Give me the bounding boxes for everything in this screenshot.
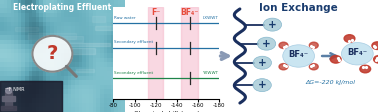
Bar <box>148 7 163 99</box>
Circle shape <box>257 37 276 50</box>
Text: Raw water: Raw water <box>115 16 136 20</box>
Text: ΔG=-220 kJ/mol: ΔG=-220 kJ/mol <box>305 80 355 85</box>
Bar <box>5 92 12 108</box>
Circle shape <box>6 88 12 94</box>
Circle shape <box>360 65 371 73</box>
Circle shape <box>373 56 378 63</box>
Circle shape <box>263 18 282 31</box>
Text: +: + <box>262 39 271 49</box>
Text: +: + <box>258 80 266 90</box>
Text: Electroplating Effluent: Electroplating Effluent <box>13 3 112 12</box>
Bar <box>181 7 198 99</box>
Text: BF₄⁻: BF₄⁻ <box>180 8 199 17</box>
Text: LXWWT: LXWWT <box>202 16 218 20</box>
Circle shape <box>253 79 271 92</box>
Text: Secondary effluent: Secondary effluent <box>115 40 153 44</box>
Circle shape <box>279 64 288 70</box>
Circle shape <box>309 64 318 70</box>
Text: YXWWT: YXWWT <box>202 71 218 75</box>
Circle shape <box>283 45 314 67</box>
Text: BF₄⁻: BF₄⁻ <box>288 50 309 59</box>
Circle shape <box>341 43 373 65</box>
Text: F⁻: F⁻ <box>151 8 160 17</box>
Circle shape <box>309 42 318 48</box>
Circle shape <box>344 35 355 42</box>
Text: Ion Exchange: Ion Exchange <box>259 3 338 13</box>
Text: BF₄⁻: BF₄⁻ <box>347 48 367 57</box>
Text: ?: ? <box>47 44 58 63</box>
Bar <box>3 96 15 101</box>
Bar <box>1 106 16 110</box>
Circle shape <box>33 36 72 72</box>
Text: +: + <box>268 20 277 30</box>
Text: ¹⁹F NMR: ¹⁹F NMR <box>5 87 25 92</box>
Text: Secondary effluent: Secondary effluent <box>115 71 153 75</box>
Circle shape <box>279 42 288 48</box>
Text: +: + <box>258 58 266 68</box>
Circle shape <box>372 42 378 49</box>
Circle shape <box>253 56 271 69</box>
X-axis label: Chemical shift (ppm): Chemical shift (ppm) <box>133 111 199 112</box>
Circle shape <box>330 56 341 63</box>
